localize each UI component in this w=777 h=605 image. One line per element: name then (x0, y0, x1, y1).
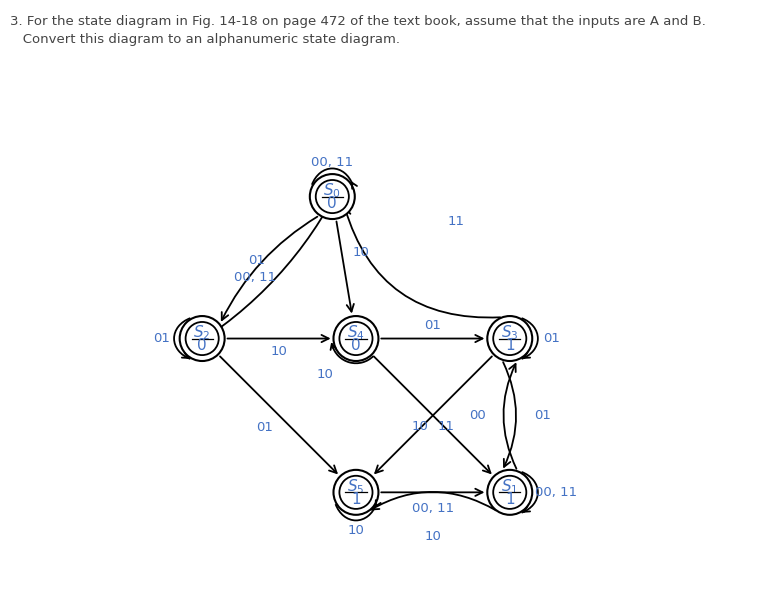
Text: 1: 1 (505, 492, 514, 507)
Circle shape (333, 316, 378, 361)
Circle shape (310, 174, 355, 219)
Text: 01: 01 (534, 409, 551, 422)
Text: 00, 11: 00, 11 (412, 502, 454, 515)
Text: 11: 11 (448, 215, 465, 228)
Text: 01: 01 (256, 420, 273, 434)
Text: 1: 1 (505, 338, 514, 353)
Text: 0: 0 (351, 338, 361, 353)
Text: 00, 11: 00, 11 (234, 271, 276, 284)
Text: Convert this diagram to an alphanumeric state diagram.: Convert this diagram to an alphanumeric … (10, 33, 400, 46)
Text: 00: 00 (469, 409, 486, 422)
Text: 01: 01 (424, 319, 441, 332)
FancyArrowPatch shape (382, 489, 483, 496)
FancyArrowPatch shape (503, 362, 516, 467)
FancyArrowPatch shape (371, 492, 497, 511)
FancyArrowPatch shape (343, 208, 500, 318)
Text: 01: 01 (249, 255, 265, 267)
Text: 3. For the state diagram in Fig. 14-18 on page 472 of the text book, assume that: 3. For the state diagram in Fig. 14-18 o… (10, 15, 706, 28)
Circle shape (333, 470, 378, 515)
FancyArrowPatch shape (374, 356, 490, 473)
Text: 10: 10 (270, 345, 287, 358)
Text: $S_1$: $S_1$ (501, 477, 518, 495)
Text: 01: 01 (154, 332, 170, 345)
FancyArrowPatch shape (220, 356, 336, 473)
Circle shape (487, 316, 532, 361)
Text: 00, 11: 00, 11 (535, 486, 577, 499)
Text: $S_2$: $S_2$ (193, 323, 211, 342)
FancyArrowPatch shape (221, 217, 317, 320)
Text: 10: 10 (317, 367, 333, 381)
FancyArrowPatch shape (336, 221, 354, 312)
Text: $S_5$: $S_5$ (347, 477, 364, 495)
FancyArrowPatch shape (503, 364, 517, 469)
Text: $S_0$: $S_0$ (323, 182, 341, 200)
Text: $S_3$: $S_3$ (501, 323, 518, 342)
FancyArrowPatch shape (186, 182, 342, 350)
Text: 1: 1 (351, 492, 361, 507)
Circle shape (179, 316, 225, 361)
Text: 11: 11 (437, 420, 455, 433)
FancyArrowPatch shape (382, 335, 483, 342)
Text: 01: 01 (543, 332, 559, 345)
Text: 00, 11: 00, 11 (312, 155, 354, 169)
FancyArrowPatch shape (228, 335, 329, 342)
Circle shape (487, 470, 532, 515)
Text: 10: 10 (424, 530, 441, 543)
Text: 0: 0 (327, 196, 337, 211)
FancyArrowPatch shape (375, 356, 492, 473)
Text: 10: 10 (352, 246, 369, 260)
Text: 0: 0 (197, 338, 207, 353)
Text: 10: 10 (347, 525, 364, 537)
Text: $S_4$: $S_4$ (347, 323, 365, 342)
Text: 10: 10 (411, 420, 428, 433)
